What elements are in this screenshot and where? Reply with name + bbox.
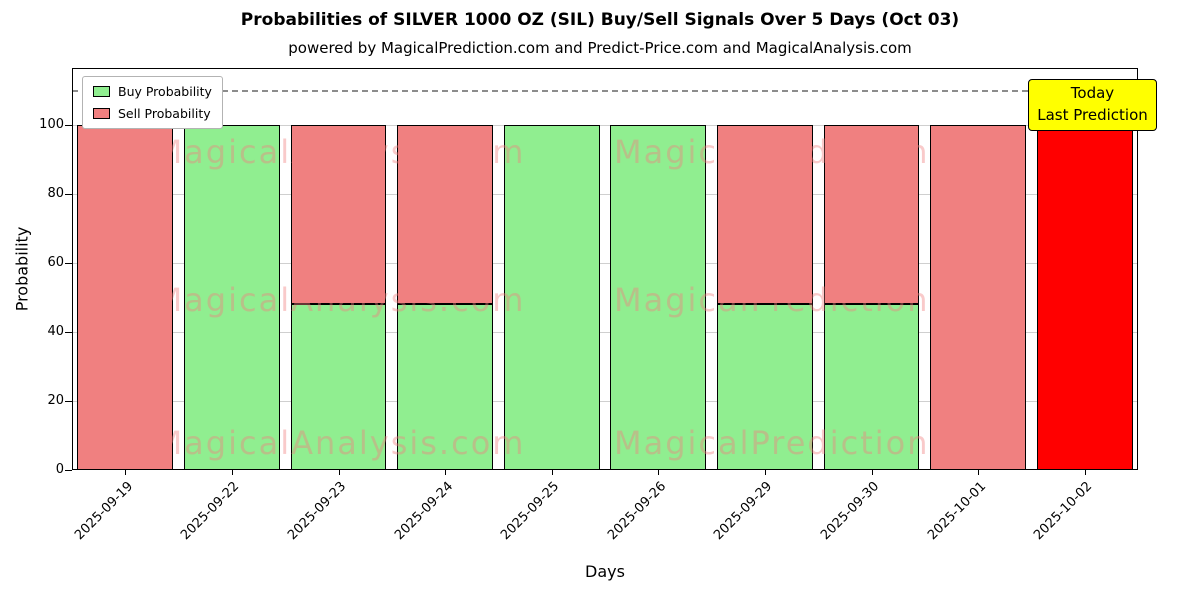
x-tick-label: 2025-09-19 bbox=[71, 479, 136, 544]
bar-sell-segment bbox=[716, 124, 813, 305]
y-tick-label: 0 bbox=[55, 462, 64, 477]
y-tick-label: 60 bbox=[47, 254, 64, 270]
x-tick-label: 2025-10-02 bbox=[1031, 479, 1096, 544]
x-axis-label: Days bbox=[585, 562, 625, 581]
bar-sell-segment bbox=[290, 124, 387, 305]
x-tick-mark bbox=[445, 470, 447, 475]
y-tick-mark bbox=[65, 193, 72, 195]
legend-item-buy: Buy Probability bbox=[93, 84, 212, 99]
bar-sell-segment bbox=[397, 124, 494, 305]
y-tick-mark bbox=[65, 470, 72, 471]
x-tick-mark bbox=[125, 470, 127, 475]
x-tick-mark bbox=[978, 470, 980, 475]
gridline bbox=[72, 262, 1138, 264]
gridline bbox=[72, 124, 1138, 126]
gridline bbox=[72, 400, 1138, 402]
bar-buy-segment bbox=[503, 124, 600, 470]
legend-item-sell: Sell Probability bbox=[93, 106, 212, 121]
x-tick-label: 2025-09-25 bbox=[498, 479, 563, 544]
bar-buy-segment bbox=[610, 124, 707, 470]
y-tick-label: 40 bbox=[47, 323, 64, 339]
x-tick-mark bbox=[231, 470, 233, 475]
x-tick-label: 2025-09-26 bbox=[604, 479, 669, 544]
annotation-line-2: Last Prediction bbox=[1037, 105, 1148, 124]
x-tick-mark bbox=[551, 470, 553, 475]
x-tick-label: 2025-09-30 bbox=[818, 479, 883, 544]
threshold-line bbox=[72, 90, 1138, 93]
y-tick-mark bbox=[65, 331, 72, 333]
y-tick-mark bbox=[65, 400, 72, 402]
sell-color-swatch bbox=[93, 108, 110, 119]
chart-title: Probabilities of SILVER 1000 OZ (SIL) Bu… bbox=[240, 10, 960, 30]
x-tick-mark bbox=[658, 470, 660, 475]
gridline bbox=[72, 331, 1138, 333]
bar-buy-segment bbox=[823, 304, 920, 470]
watermark-text: MagicalAnalysis.com bbox=[154, 281, 526, 319]
x-tick-mark bbox=[1084, 470, 1086, 475]
watermark-text: MagicalPrediction.com bbox=[614, 424, 1016, 462]
watermark-text: MagicalAnalysis.com bbox=[154, 424, 526, 462]
x-tick-mark bbox=[338, 470, 340, 475]
bar-sell-segment bbox=[930, 124, 1027, 470]
plot-area: MagicalAnalysis.com MagicalPrediction.co… bbox=[72, 68, 1138, 470]
chart-subtitle: powered by MagicalPrediction.com and Pre… bbox=[288, 39, 912, 57]
y-tick-mark bbox=[65, 262, 72, 264]
y-tick-mark bbox=[65, 124, 72, 126]
x-tick-mark bbox=[764, 470, 766, 475]
legend: Buy Probability Sell Probability bbox=[82, 76, 223, 129]
x-tick-label: 2025-09-29 bbox=[711, 479, 776, 544]
y-tick-label: 20 bbox=[47, 392, 64, 408]
bar-buy-segment bbox=[716, 304, 813, 470]
today-annotation: Today Last Prediction bbox=[1028, 79, 1157, 131]
bar-buy-segment bbox=[183, 124, 280, 470]
y-tick-label: 80 bbox=[47, 185, 64, 201]
y-tick-label: 100 bbox=[39, 116, 64, 132]
bar-sell-segment bbox=[77, 124, 174, 470]
annotation-line-1: Today bbox=[1070, 84, 1115, 102]
x-tick-label: 2025-10-01 bbox=[924, 479, 989, 544]
x-tick-label: 2025-09-24 bbox=[391, 479, 456, 544]
watermark-text: MagicalAnalysis.com bbox=[154, 133, 526, 171]
watermark-text: MagicalPrediction.com bbox=[614, 281, 1016, 319]
bar-sell-segment bbox=[1036, 124, 1133, 470]
legend-label-sell: Sell Probability bbox=[118, 106, 211, 121]
bar-buy-segment bbox=[290, 304, 387, 470]
gridline bbox=[72, 193, 1138, 195]
legend-label-buy: Buy Probability bbox=[118, 84, 212, 99]
watermark-text: MagicalPrediction.com bbox=[614, 133, 1016, 171]
x-tick-mark bbox=[871, 470, 873, 475]
x-tick-label: 2025-09-22 bbox=[178, 479, 243, 544]
buy-color-swatch bbox=[93, 86, 110, 97]
bar-sell-segment bbox=[823, 124, 920, 305]
x-tick-label: 2025-09-23 bbox=[285, 479, 350, 544]
